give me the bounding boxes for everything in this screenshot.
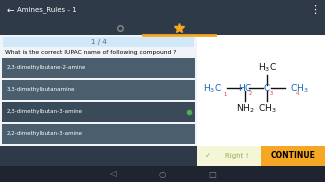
Text: Right !: Right ! bbox=[225, 153, 249, 159]
FancyBboxPatch shape bbox=[2, 80, 195, 100]
Text: 4: 4 bbox=[296, 91, 299, 96]
Text: $\mathregular{NH_2}$: $\mathregular{NH_2}$ bbox=[236, 102, 254, 115]
FancyBboxPatch shape bbox=[2, 102, 195, 122]
Text: □: □ bbox=[209, 169, 216, 179]
FancyBboxPatch shape bbox=[3, 37, 194, 47]
Text: 3,3-dimethylbutanamine: 3,3-dimethylbutanamine bbox=[7, 88, 75, 92]
FancyBboxPatch shape bbox=[2, 58, 195, 78]
FancyBboxPatch shape bbox=[197, 146, 261, 166]
Text: ←: ← bbox=[7, 5, 15, 15]
Text: ◁: ◁ bbox=[109, 169, 116, 179]
Text: Amines_Rules - 1: Amines_Rules - 1 bbox=[17, 7, 77, 13]
Text: 3: 3 bbox=[270, 91, 273, 96]
Text: ○: ○ bbox=[159, 169, 166, 179]
Text: 1 / 4: 1 / 4 bbox=[91, 39, 106, 45]
Text: $\mathregular{C}$: $\mathregular{C}$ bbox=[263, 82, 271, 93]
FancyBboxPatch shape bbox=[2, 124, 195, 144]
Text: $\mathregular{CH_3}$: $\mathregular{CH_3}$ bbox=[258, 102, 276, 115]
FancyBboxPatch shape bbox=[0, 0, 325, 20]
Text: 2,3-dimethylbutane-2-amine: 2,3-dimethylbutane-2-amine bbox=[7, 66, 86, 70]
Text: ✓: ✓ bbox=[205, 153, 211, 159]
FancyBboxPatch shape bbox=[197, 35, 325, 146]
FancyBboxPatch shape bbox=[0, 20, 325, 35]
FancyBboxPatch shape bbox=[0, 166, 325, 182]
Text: 2,2-dimethylbutan-3-amine: 2,2-dimethylbutan-3-amine bbox=[7, 132, 83, 136]
Text: $\mathregular{HC}$: $\mathregular{HC}$ bbox=[238, 82, 252, 93]
Text: 1: 1 bbox=[223, 92, 227, 97]
Text: ⋮: ⋮ bbox=[309, 5, 320, 15]
Text: $\mathregular{H_3C}$: $\mathregular{H_3C}$ bbox=[203, 82, 222, 94]
FancyBboxPatch shape bbox=[261, 146, 325, 166]
FancyBboxPatch shape bbox=[0, 35, 197, 146]
Text: 2: 2 bbox=[249, 91, 253, 96]
Text: 2,3-dimethylbutan-3-amine: 2,3-dimethylbutan-3-amine bbox=[7, 110, 83, 114]
Text: CONTINUE: CONTINUE bbox=[270, 151, 316, 161]
Text: $\mathregular{CH_3}$: $\mathregular{CH_3}$ bbox=[290, 82, 309, 94]
Text: What is the correct IUPAC name of following compound ?: What is the correct IUPAC name of follow… bbox=[5, 50, 176, 55]
Text: $\mathregular{H_3C}$: $\mathregular{H_3C}$ bbox=[257, 62, 277, 74]
